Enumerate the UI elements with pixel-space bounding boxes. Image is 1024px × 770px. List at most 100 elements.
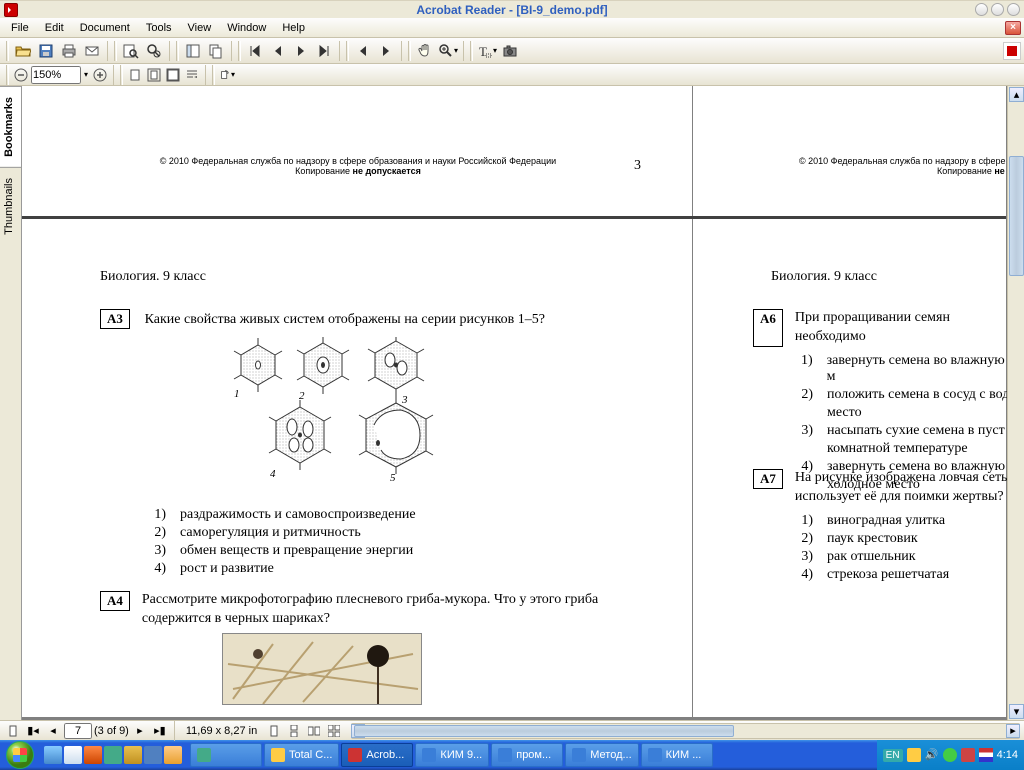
menu-window[interactable]: Window	[219, 19, 274, 37]
tray-icon[interactable]	[907, 748, 921, 762]
vertical-scrollbar[interactable]: ▴ ▾	[1007, 86, 1024, 720]
toolbar-grip[interactable]	[408, 41, 411, 61]
next-page-button[interactable]	[290, 40, 312, 62]
question-text-a7: На рисунке изображена ловчая сеть.	[795, 470, 1011, 485]
taskbar-item[interactable]	[190, 743, 262, 767]
next-page-sb[interactable]: ▸	[131, 723, 149, 739]
menu-file[interactable]: File	[3, 19, 37, 37]
menu-document[interactable]: Document	[72, 19, 138, 37]
save-button[interactable]	[35, 40, 57, 62]
fit-width-button[interactable]	[164, 66, 182, 84]
taskbar-item-icon	[572, 748, 586, 762]
taskbar-item[interactable]: КИМ 9...	[415, 743, 489, 767]
tab-thumbnails[interactable]: Thumbnails	[0, 167, 21, 245]
toolbar-grip[interactable]	[238, 41, 241, 61]
open-button[interactable]	[12, 40, 34, 62]
hscroll-thumb[interactable]	[354, 725, 734, 737]
toolbar-grip[interactable]	[6, 65, 9, 85]
start-button[interactable]	[0, 740, 40, 770]
taskbar-item-label: КИМ 9...	[440, 749, 482, 761]
menu-help[interactable]: Help	[274, 19, 313, 37]
tray-icon[interactable]	[943, 748, 957, 762]
layout-cont-facing[interactable]	[325, 723, 343, 739]
last-page-button[interactable]	[313, 40, 335, 62]
zoom-out-button[interactable]	[12, 66, 30, 84]
taskbar-item[interactable]: Acrob...	[341, 743, 413, 767]
ql-icon[interactable]	[104, 746, 122, 764]
first-page-sb[interactable]: ▮◂	[24, 723, 42, 739]
zoom-input[interactable]	[31, 66, 81, 84]
taskbar-item[interactable]: пром...	[491, 743, 563, 767]
text-select-button[interactable]: T▾	[476, 40, 498, 62]
menu-tools[interactable]: Tools	[138, 19, 180, 37]
tab-bookmarks[interactable]: Bookmarks	[0, 86, 21, 167]
rotate-button[interactable]: ▾	[218, 66, 236, 84]
scroll-thumb[interactable]	[1009, 156, 1024, 276]
document-area[interactable]: © 2010 Федеральная служба по надзору в с…	[22, 86, 1024, 720]
actual-size-button[interactable]	[126, 66, 144, 84]
scroll-down-button[interactable]: ▾	[1009, 704, 1024, 719]
toolbar-grip[interactable]	[114, 41, 117, 61]
prev-page-button[interactable]	[267, 40, 289, 62]
minimize-button[interactable]	[975, 3, 988, 16]
horizontal-scrollbar[interactable]: ◂ ▸	[351, 723, 1020, 739]
layout-facing[interactable]	[305, 723, 323, 739]
ql-icon[interactable]	[64, 746, 82, 764]
print-button[interactable]	[58, 40, 80, 62]
scroll-up-button[interactable]: ▴	[1009, 87, 1024, 102]
menu-view[interactable]: View	[180, 19, 220, 37]
zoom-dropdown[interactable]: ▾	[82, 70, 90, 79]
search-button[interactable]	[143, 40, 165, 62]
ql-icon[interactable]	[124, 746, 142, 764]
snapshot-button[interactable]	[499, 40, 521, 62]
statusbar: ▮◂ ◂ (3 of 9) ▸ ▸▮ 11,69 x 8,27 in ◂ ▸	[0, 720, 1024, 740]
taskbar-item[interactable]: Total C...	[264, 743, 339, 767]
find-button[interactable]	[120, 40, 142, 62]
close-button[interactable]	[1007, 3, 1020, 16]
document-close-button[interactable]: ×	[1005, 21, 1021, 35]
page-number-input[interactable]	[64, 723, 92, 739]
reflow-button[interactable]	[183, 66, 201, 84]
tray-volume-icon[interactable]: 🔊	[925, 748, 939, 762]
first-page-button[interactable]	[244, 40, 266, 62]
toolbar-grip[interactable]	[6, 41, 9, 61]
layout-single[interactable]	[265, 723, 283, 739]
hscroll-right[interactable]: ▸	[1006, 724, 1020, 738]
layout-continuous[interactable]	[285, 723, 303, 739]
hand-tool-button[interactable]	[414, 40, 436, 62]
taskbar-item[interactable]: Метод...	[565, 743, 638, 767]
toolbar-grip[interactable]	[120, 65, 123, 85]
toolbar-grip[interactable]	[470, 41, 473, 61]
tray-icon[interactable]	[961, 748, 975, 762]
language-indicator[interactable]: EN	[883, 749, 903, 762]
question-label-a3: А3	[100, 309, 130, 329]
menu-edit[interactable]: Edit	[37, 19, 72, 37]
zoom-tool-button[interactable]: ▾	[437, 40, 459, 62]
taskbar-item[interactable]: КИМ ...	[641, 743, 713, 767]
toolbar-grip[interactable]	[212, 65, 215, 85]
maximize-button[interactable]	[991, 3, 1004, 16]
single-page-view[interactable]	[4, 723, 22, 739]
tray-flag-icon[interactable]	[979, 748, 993, 762]
taskbar-item-label: Acrob...	[366, 749, 404, 761]
forward-button[interactable]	[375, 40, 397, 62]
ql-icon[interactable]	[164, 746, 182, 764]
ql-icon[interactable]	[44, 746, 62, 764]
email-button[interactable]	[81, 40, 103, 62]
taskbar-item-icon	[422, 748, 436, 762]
question-text-a3: Какие свойства живых систем отображены н…	[145, 312, 545, 327]
adobe-logo[interactable]	[1003, 42, 1021, 60]
zoom-in-button[interactable]	[91, 66, 109, 84]
taskbar-item-icon	[648, 748, 662, 762]
toolbar-grip[interactable]	[176, 41, 179, 61]
toolbar-grip[interactable]	[346, 41, 349, 61]
prev-page-sb[interactable]: ◂	[44, 723, 62, 739]
clock[interactable]: 4:14	[997, 749, 1018, 761]
copy-button[interactable]	[205, 40, 227, 62]
show-nav-button[interactable]	[182, 40, 204, 62]
ql-icon[interactable]	[144, 746, 162, 764]
last-page-sb[interactable]: ▸▮	[151, 723, 169, 739]
ql-icon[interactable]	[84, 746, 102, 764]
fit-page-button[interactable]	[145, 66, 163, 84]
back-button[interactable]	[352, 40, 374, 62]
